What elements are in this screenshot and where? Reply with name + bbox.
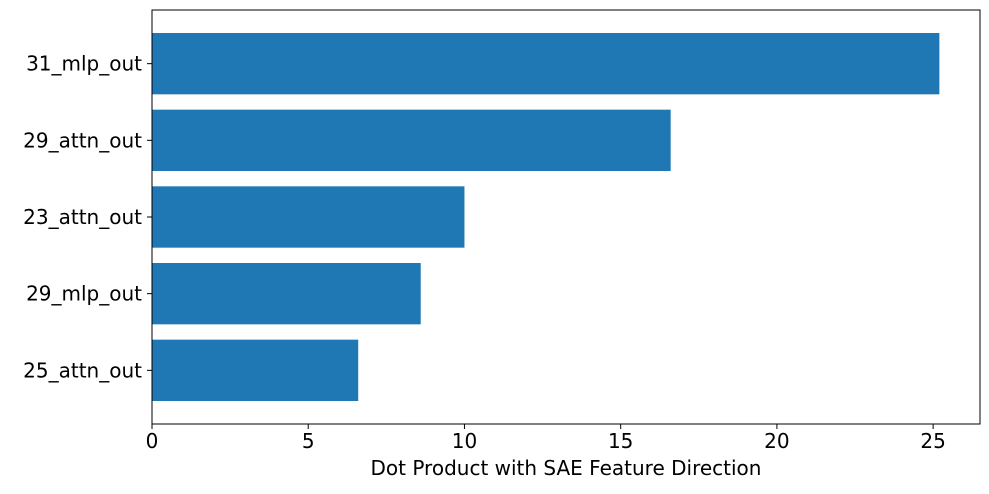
y-tick-label: 29_attn_out	[23, 128, 142, 152]
x-axis-label: Dot Product with SAE Feature Direction	[371, 456, 762, 480]
x-tick-label: 10	[452, 429, 477, 453]
bars-group	[152, 33, 940, 401]
y-tick-label: 25_attn_out	[23, 358, 142, 382]
x-axis-ticks: 0 5 10 15 20 25	[146, 424, 946, 453]
x-tick-label: 25	[920, 429, 945, 453]
y-tick-label: 23_attn_out	[23, 205, 142, 229]
x-tick-label: 0	[146, 429, 159, 453]
bar-29_attn_out	[152, 109, 671, 171]
x-tick-label: 20	[764, 429, 789, 453]
y-tick-label: 31_mlp_out	[26, 52, 142, 76]
bar-31_mlp_out	[152, 33, 940, 95]
bar-25_attn_out	[152, 339, 359, 401]
x-tick-label: 15	[608, 429, 633, 453]
axes-frame	[151, 9, 981, 425]
x-tick-label: 5	[302, 429, 315, 453]
bar-29_mlp_out	[152, 263, 421, 325]
y-tick-label: 29_mlp_out	[26, 282, 142, 306]
bar-23_attn_out	[152, 186, 465, 248]
y-axis-ticks: 31_mlp_out 29_attn_out 23_attn_out 29_mlp_o…	[23, 52, 152, 382]
